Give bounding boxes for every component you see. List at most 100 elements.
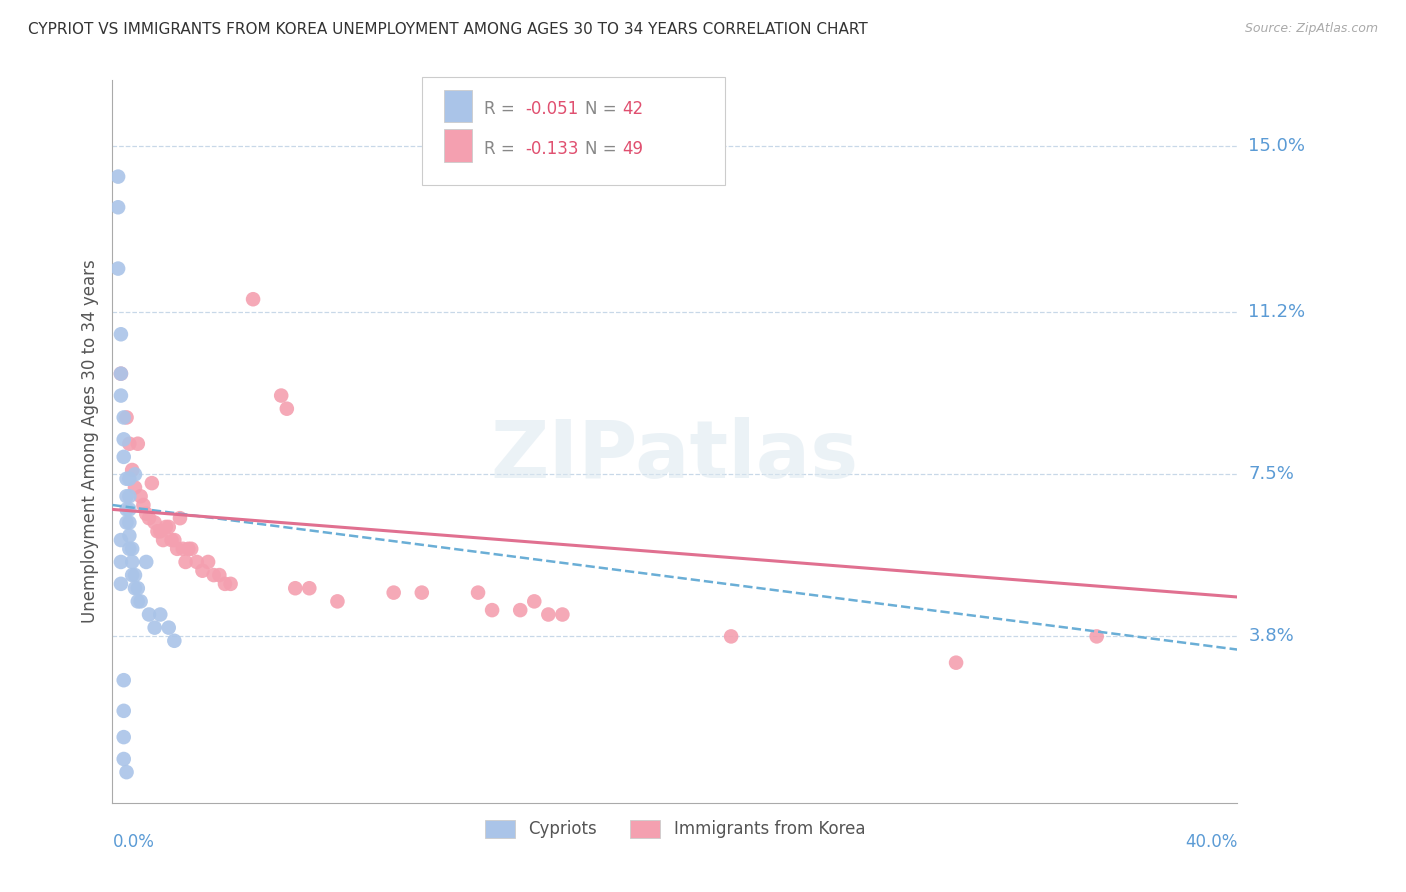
Point — [127, 594, 149, 608]
Point — [112, 450, 135, 464]
Point — [112, 673, 135, 688]
Point — [160, 533, 183, 547]
Point — [382, 585, 405, 599]
Point — [945, 656, 967, 670]
Point — [129, 594, 152, 608]
Point — [138, 607, 160, 622]
Point — [284, 581, 307, 595]
Point — [298, 581, 321, 595]
Point — [166, 541, 188, 556]
Point — [152, 533, 174, 547]
Point — [537, 607, 560, 622]
Point — [208, 568, 231, 582]
Point — [110, 388, 132, 402]
Point — [118, 541, 141, 556]
Point — [551, 607, 574, 622]
Point — [118, 529, 141, 543]
Point — [110, 327, 132, 342]
Point — [107, 200, 129, 214]
Point — [163, 533, 186, 547]
Point — [219, 577, 242, 591]
Point — [135, 555, 157, 569]
Text: -0.133: -0.133 — [526, 140, 579, 158]
Point — [127, 581, 149, 595]
Point — [276, 401, 298, 416]
Point — [143, 621, 166, 635]
Point — [157, 520, 180, 534]
Text: Source: ZipAtlas.com: Source: ZipAtlas.com — [1244, 22, 1378, 36]
Text: -0.051: -0.051 — [526, 100, 578, 118]
Text: 0.0%: 0.0% — [112, 833, 155, 851]
Text: 7.5%: 7.5% — [1249, 466, 1295, 483]
Point — [121, 568, 143, 582]
Point — [270, 388, 292, 402]
Point — [169, 511, 191, 525]
Point — [174, 555, 197, 569]
Point — [202, 568, 225, 582]
Point — [129, 489, 152, 503]
Text: 42: 42 — [621, 100, 643, 118]
Point — [115, 489, 138, 503]
Point — [112, 730, 135, 744]
Point — [110, 577, 132, 591]
Text: N =: N = — [585, 140, 621, 158]
Point — [110, 367, 132, 381]
Point — [118, 516, 141, 530]
Text: CYPRIOT VS IMMIGRANTS FROM KOREA UNEMPLOYMENT AMONG AGES 30 TO 34 YEARS CORRELAT: CYPRIOT VS IMMIGRANTS FROM KOREA UNEMPLO… — [28, 22, 868, 37]
Point — [180, 541, 202, 556]
Point — [115, 410, 138, 425]
Text: R =: R = — [484, 100, 520, 118]
Y-axis label: Unemployment Among Ages 30 to 34 years: Unemployment Among Ages 30 to 34 years — [80, 260, 98, 624]
Point — [1085, 629, 1108, 643]
Point — [121, 463, 143, 477]
Point — [135, 507, 157, 521]
Point — [138, 511, 160, 525]
Text: 3.8%: 3.8% — [1249, 627, 1294, 646]
Point — [157, 621, 180, 635]
Text: R =: R = — [484, 140, 520, 158]
Text: ZIPatlas: ZIPatlas — [491, 417, 859, 495]
Point — [326, 594, 349, 608]
Point — [121, 541, 143, 556]
Point — [112, 752, 135, 766]
Point — [118, 489, 141, 503]
Point — [141, 476, 163, 491]
Point — [118, 436, 141, 450]
Point — [110, 555, 132, 569]
Point — [107, 261, 129, 276]
Point — [124, 568, 146, 582]
FancyBboxPatch shape — [444, 90, 472, 122]
Point — [127, 436, 149, 450]
Text: 40.0%: 40.0% — [1185, 833, 1237, 851]
Point — [523, 594, 546, 608]
Point — [155, 520, 177, 534]
Point — [112, 704, 135, 718]
Point — [124, 467, 146, 482]
Point — [163, 633, 186, 648]
Point — [107, 169, 129, 184]
Point — [115, 765, 138, 780]
Point — [112, 410, 135, 425]
Point — [112, 433, 135, 447]
Point — [115, 516, 138, 530]
Point — [149, 524, 172, 539]
Point — [186, 555, 208, 569]
Point — [124, 481, 146, 495]
Point — [132, 498, 155, 512]
Point — [115, 472, 138, 486]
Legend: Cypriots, Immigrants from Korea: Cypriots, Immigrants from Korea — [478, 813, 872, 845]
Point — [121, 555, 143, 569]
Point — [118, 502, 141, 516]
Point — [509, 603, 531, 617]
Point — [143, 516, 166, 530]
FancyBboxPatch shape — [422, 77, 725, 185]
Point — [242, 292, 264, 306]
Text: 15.0%: 15.0% — [1249, 137, 1305, 155]
Point — [197, 555, 219, 569]
Point — [115, 502, 138, 516]
Text: 11.2%: 11.2% — [1249, 303, 1306, 321]
Point — [124, 581, 146, 595]
Point — [214, 577, 236, 591]
Text: 49: 49 — [621, 140, 643, 158]
Point — [146, 524, 169, 539]
